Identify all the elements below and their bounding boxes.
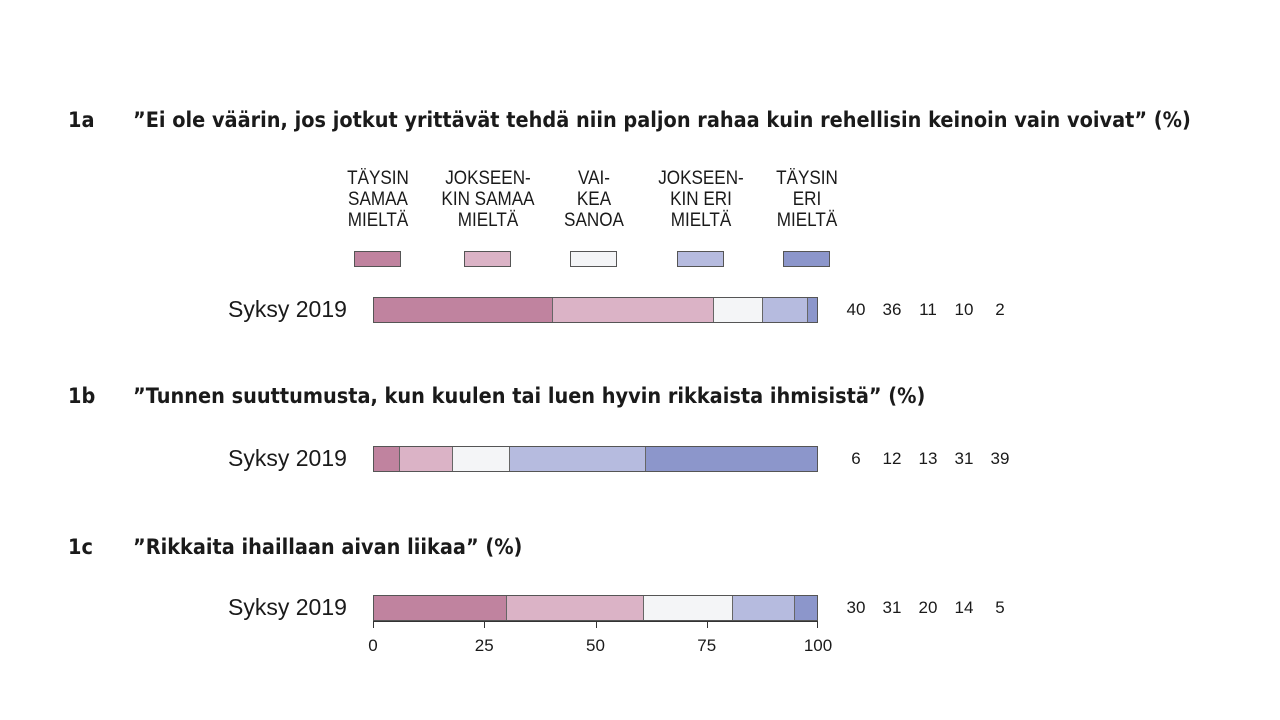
bar-segment bbox=[374, 447, 401, 471]
legend-label-line: SAMAA bbox=[348, 189, 408, 210]
row-values: 40 36 11 10 2 bbox=[838, 300, 1018, 320]
bar-segment bbox=[374, 298, 553, 322]
x-axis: 0 25 50 75 100 bbox=[368, 621, 832, 661]
data-label: 5 bbox=[995, 598, 1005, 617]
legend-label-line: KIN SAMAA bbox=[441, 189, 535, 210]
stacked-bar bbox=[373, 297, 818, 323]
data-label: 6 bbox=[851, 449, 861, 468]
x-tick-label: 25 bbox=[474, 636, 494, 655]
stacked-bar bbox=[373, 446, 818, 472]
legend-item-5: TÄYSIN ERI MIELTÄ bbox=[747, 168, 867, 267]
x-tick-label: 75 bbox=[697, 636, 717, 655]
legend-label: TÄYSIN ERI MIELTÄ bbox=[753, 168, 861, 231]
question-1b-number: 1b bbox=[68, 384, 96, 408]
x-tick-label: 0 bbox=[368, 636, 378, 655]
legend-label-line: MIELTÄ bbox=[347, 210, 409, 231]
question-1a-text: ”Ei ole väärin, jos jotkut yrittävät teh… bbox=[133, 108, 1191, 132]
question-1b-text: ”Tunnen suuttumusta, kun kuulen tai luen… bbox=[133, 384, 926, 408]
question-1a-number: 1a bbox=[68, 108, 95, 132]
legend-label-line: JOKSEEN- bbox=[445, 168, 531, 189]
bar-segment bbox=[763, 298, 809, 322]
data-label: 10 bbox=[954, 300, 974, 319]
legend-swatch bbox=[677, 251, 724, 267]
legend-label-line: SANOA bbox=[564, 210, 624, 231]
bar-segment bbox=[732, 596, 795, 620]
question-1c-text: ”Rikkaita ihaillaan aivan liikaa” (%) bbox=[133, 535, 523, 559]
legend-label-line: JOKSEEN- bbox=[658, 168, 744, 189]
legend-swatch bbox=[464, 251, 511, 267]
x-tick bbox=[595, 621, 597, 628]
x-tick bbox=[484, 621, 486, 628]
legend-label: VAI- KEA SANOA bbox=[540, 168, 648, 231]
bar-segment bbox=[644, 596, 733, 620]
legend-label-line: ERI bbox=[792, 189, 822, 210]
row-label: Syksy 2019 bbox=[228, 296, 347, 322]
bar-segment bbox=[714, 298, 764, 322]
data-label: 40 bbox=[846, 300, 866, 319]
legend-label: TÄYSIN SAMAA MIELTÄ bbox=[324, 168, 432, 231]
legend-label: JOKSEEN- KIN SAMAA MIELTÄ bbox=[434, 168, 542, 231]
data-label: 36 bbox=[882, 300, 902, 319]
bar-segment bbox=[400, 447, 453, 471]
legend-swatch bbox=[783, 251, 830, 267]
x-tick-label: 50 bbox=[586, 636, 605, 655]
legend-item-1: TÄYSIN SAMAA MIELTÄ bbox=[318, 168, 438, 267]
legend-label-line: MIELTÄ bbox=[670, 210, 732, 231]
data-label: 31 bbox=[882, 598, 902, 617]
x-tick-label: 100 bbox=[803, 636, 833, 655]
data-label: 13 bbox=[918, 449, 938, 468]
row-label: Syksy 2019 bbox=[228, 445, 347, 471]
legend-label-line: VAI- bbox=[577, 168, 610, 189]
x-tick bbox=[706, 621, 708, 628]
data-label: 20 bbox=[918, 598, 938, 617]
data-label: 11 bbox=[919, 300, 937, 319]
stacked-bar bbox=[373, 595, 818, 621]
bar-segment bbox=[452, 447, 510, 471]
legend-label-line: KIN ERI bbox=[670, 189, 732, 210]
data-label: 2 bbox=[995, 300, 1005, 319]
legend-label-line: TÄYSIN bbox=[776, 168, 838, 189]
legend-label-line: MIELTÄ bbox=[776, 210, 838, 231]
data-label: 31 bbox=[954, 449, 974, 468]
legend-item-3: VAI- KEA SANOA bbox=[534, 168, 654, 267]
data-label: 12 bbox=[882, 449, 902, 468]
question-1c-number: 1c bbox=[68, 535, 93, 559]
bar-segment bbox=[808, 298, 817, 322]
bar-segment bbox=[509, 447, 646, 471]
bar-segment bbox=[374, 596, 507, 620]
row-label: Syksy 2019 bbox=[228, 594, 347, 620]
legend-item-4: JOKSEEN- KIN ERI MIELTÄ bbox=[641, 168, 761, 267]
bar-segment bbox=[552, 298, 715, 322]
legend-swatch bbox=[354, 251, 401, 267]
data-label: 39 bbox=[990, 449, 1010, 468]
row-values: 30 31 20 14 5 bbox=[838, 598, 1018, 618]
legend-label-line: TÄYSIN bbox=[347, 168, 409, 189]
row-values: 6 12 13 31 39 bbox=[838, 449, 1018, 469]
legend-label-line: KEA bbox=[576, 189, 612, 210]
x-tick bbox=[817, 621, 818, 628]
legend-swatch bbox=[570, 251, 617, 267]
data-label: 14 bbox=[954, 598, 974, 617]
legend-label-line: MIELTÄ bbox=[457, 210, 519, 231]
bar-segment bbox=[506, 596, 645, 620]
data-label: 30 bbox=[846, 598, 866, 617]
legend-item-2: JOKSEEN- KIN SAMAA MIELTÄ bbox=[428, 168, 548, 267]
legend-label: JOKSEEN- KIN ERI MIELTÄ bbox=[647, 168, 755, 231]
bar-segment bbox=[794, 596, 817, 620]
bar-segment bbox=[645, 447, 817, 471]
x-tick bbox=[373, 621, 374, 628]
